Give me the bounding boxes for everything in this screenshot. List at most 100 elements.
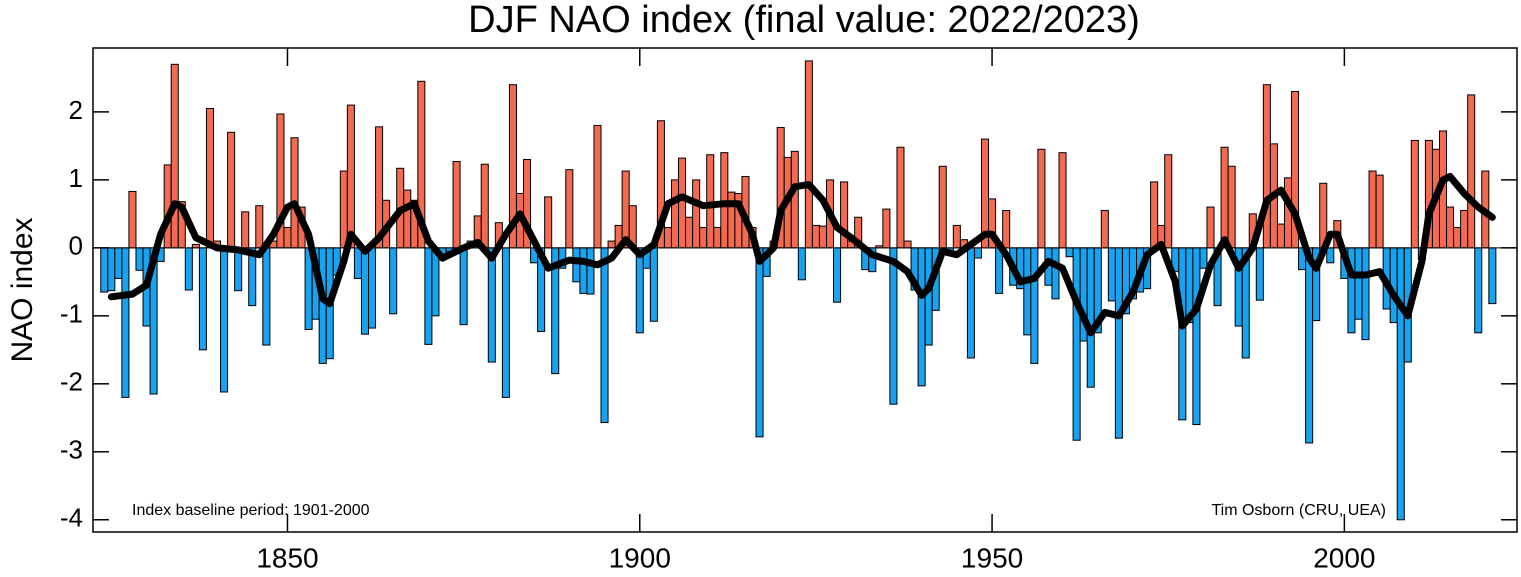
bar <box>1474 247 1483 334</box>
bar <box>1065 247 1074 258</box>
bar <box>1305 247 1314 444</box>
bar <box>1051 247 1060 300</box>
bar <box>818 225 827 249</box>
bar <box>459 247 468 326</box>
bar <box>1368 170 1377 249</box>
bar <box>1023 247 1032 336</box>
bar <box>1206 206 1215 249</box>
bar <box>938 165 947 249</box>
bar <box>403 189 412 249</box>
bar <box>1326 247 1335 264</box>
bar <box>924 247 933 346</box>
bar <box>903 240 912 249</box>
bar <box>572 247 581 283</box>
bar <box>635 247 644 334</box>
bar <box>1446 206 1455 249</box>
bar <box>367 247 377 329</box>
bar <box>135 247 144 271</box>
bar <box>1361 247 1370 341</box>
bar <box>424 247 433 345</box>
bar <box>480 163 489 249</box>
bar <box>1178 247 1187 421</box>
smoothed-line <box>107 173 1496 337</box>
bar <box>353 247 362 279</box>
bar <box>452 161 461 249</box>
bar <box>170 63 179 249</box>
bar <box>1164 154 1173 249</box>
bar <box>389 247 398 315</box>
bar <box>198 247 207 351</box>
bar <box>917 247 926 387</box>
bar <box>290 137 299 249</box>
bar <box>544 196 553 249</box>
x-tick-label: 2000 <box>1313 542 1375 573</box>
bar <box>487 247 496 363</box>
y-tick-label: -3 <box>60 435 83 465</box>
bar <box>685 216 694 249</box>
bar <box>973 247 983 259</box>
bar <box>191 243 200 249</box>
plot-frame <box>92 47 1518 533</box>
bar <box>579 247 588 294</box>
bar <box>360 247 369 335</box>
bar <box>1002 209 1011 249</box>
y-tick-label: -4 <box>60 503 83 533</box>
bar <box>600 247 609 424</box>
bar <box>896 146 905 249</box>
bar <box>699 226 708 249</box>
bar <box>889 247 898 405</box>
bar <box>663 226 672 249</box>
bar <box>1199 247 1208 269</box>
bar <box>121 247 130 398</box>
bar <box>755 247 764 438</box>
bar <box>607 240 616 249</box>
bar <box>255 205 264 249</box>
bar <box>586 247 595 295</box>
bar <box>346 104 355 249</box>
bar <box>1467 94 1476 249</box>
bar <box>1396 247 1405 521</box>
bar <box>339 170 348 249</box>
bar <box>1037 148 1046 249</box>
bar <box>431 247 440 317</box>
annotation: Tim Osborn (CRU, UEA) <box>1211 502 1386 519</box>
bar <box>220 247 229 393</box>
bar <box>797 247 806 281</box>
bar <box>318 247 327 364</box>
bar <box>227 131 236 249</box>
bar <box>565 169 574 249</box>
bar <box>262 247 271 346</box>
bar <box>678 157 687 249</box>
bar <box>184 247 193 291</box>
bar <box>1192 247 1201 426</box>
bar <box>692 179 701 249</box>
y-tick-label: 2 <box>69 95 83 125</box>
chart-title: DJF NAO index (final value: 2022/2023) <box>468 0 1140 41</box>
bar <box>995 247 1004 294</box>
bar <box>966 247 975 359</box>
bar <box>790 150 799 249</box>
bar <box>241 211 250 249</box>
bar <box>100 247 109 293</box>
bar <box>833 247 842 303</box>
bar <box>952 224 961 249</box>
bar <box>1107 247 1116 302</box>
bar <box>1460 209 1469 249</box>
x-tick-label: 1850 <box>256 542 318 573</box>
bar <box>882 208 891 249</box>
bar <box>1488 247 1497 305</box>
y-tick-label: 1 <box>69 163 83 193</box>
bar <box>114 247 123 279</box>
bar <box>1276 223 1285 249</box>
bar <box>1227 165 1236 249</box>
annotation: Index baseline period: 1901-2000 <box>132 502 370 519</box>
bar <box>811 224 820 249</box>
bar <box>1086 247 1095 388</box>
bar <box>593 124 602 249</box>
bar <box>1375 174 1384 249</box>
bar <box>1058 152 1067 249</box>
bar <box>107 247 116 292</box>
bar <box>283 226 292 249</box>
x-tick-label: 1900 <box>609 542 671 573</box>
